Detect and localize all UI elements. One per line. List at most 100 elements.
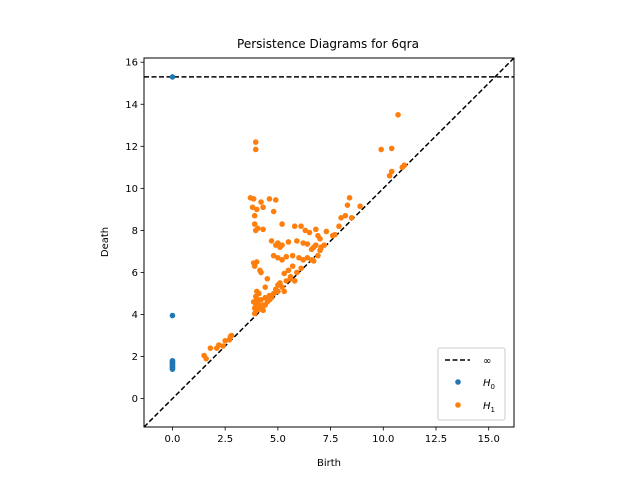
point-h1-40 [300,240,306,246]
point-h1-66 [294,269,300,276]
point-h1-64 [289,263,296,269]
point-h1-117 [216,342,222,348]
point-h1-4 [386,172,393,179]
point-h1-38 [277,244,283,251]
point-h1-53 [289,252,296,259]
legend-h1-label-main: H [483,401,491,412]
x-tick-label: 15.0 [478,434,500,445]
point-h1-76 [281,288,288,295]
point-h1-122 [228,332,235,339]
point-h1-68 [281,270,288,277]
point-h1-36 [285,239,292,245]
point-h1-108 [342,212,349,219]
legend-h1-label-sub: 1 [491,406,495,414]
point-h1-74 [277,280,283,286]
point-h1-104 [259,304,265,310]
point-h1-6 [401,162,408,169]
point-h1-62 [258,269,264,276]
point-h1-14 [249,204,256,211]
point-h1-21 [255,225,261,232]
y-tick-label: 12 [125,142,138,153]
point-h1-119 [222,337,228,344]
y-tick-label: 4 [132,310,138,321]
point-h1-52 [283,253,290,260]
point-h1-110 [348,214,355,221]
point-h1-27 [306,229,313,236]
point-h1-50 [275,254,281,261]
point-h1-51 [279,257,285,263]
point-h1-109 [338,214,344,221]
x-tick-label: 5.0 [270,434,286,445]
point-h1-55 [300,257,306,263]
point-h1-31 [323,228,330,235]
point-h1-7 [252,139,259,145]
point-h1-28 [313,226,319,233]
point-h1-87 [270,290,277,297]
point-h1-12 [266,196,273,202]
y-tick-label: 16 [125,58,138,69]
legend-box [437,347,506,421]
x-tick-label: 0.0 [165,434,181,445]
point-h1-26 [302,227,309,234]
point-h1-60 [253,259,260,265]
point-h1-105 [346,195,353,201]
y-axis: 0 2 4 6 8 10 12 14 16 [125,58,144,405]
y-tick-label: 2 [132,352,138,363]
point-h1-39 [294,238,300,244]
point-h1-118 [220,343,226,349]
y-tick-label: 8 [132,226,138,237]
point-h1-43 [313,242,319,248]
point-h1-114 [203,355,209,362]
point-h1-54 [296,254,302,261]
x-axis: 0.0 2.5 5.0 7.5 10.0 12.5 15.0 [165,427,500,445]
legend-h0-marker [455,379,461,385]
point-h1-25 [298,223,304,230]
y-tick-label: 0 [132,394,138,405]
point-h1-18 [270,208,277,215]
point-h1-111 [336,223,342,230]
point-h1-56 [304,254,311,261]
plot-frame [143,57,515,428]
legend-h1-marker [455,402,461,408]
legend-infinity-label: ∞ [483,356,491,367]
y-tick-label: 14 [125,100,138,111]
y-tick-label: 10 [125,184,138,195]
point-h0-0 [169,74,176,80]
point-h1-58 [310,258,317,264]
point-h1-30 [315,232,321,239]
y-tick-label: 6 [132,268,138,279]
point-h1-2 [388,145,395,152]
x-tick-label: 10.0 [372,434,394,445]
legend-h0-label: H0 [483,378,495,391]
point-h1-77 [279,284,285,290]
point-h1-70 [291,278,298,284]
legend-h0-label-main: H [483,378,491,389]
point-h1-71 [264,275,271,282]
point-h1-10 [250,196,257,202]
point-h1-78 [283,278,290,284]
point-h1-46 [321,242,328,248]
x-axis-label: Birth [317,458,341,469]
point-h1-44 [308,246,315,253]
point-h1-23 [279,221,285,227]
point-h1-88 [275,288,281,295]
legend-h1-label: H1 [483,401,495,414]
chart-title: Persistence Diagrams for 6qra [237,37,419,51]
point-h1-79 [287,275,294,282]
point-h1-67 [298,265,304,272]
point-h1-0 [395,111,401,118]
point-h1-112 [332,231,338,238]
point-h1-102 [251,310,258,317]
point-h1-47 [317,247,323,254]
x-tick-label: 7.5 [323,434,339,445]
point-h1-41 [304,241,311,247]
legend: ∞ H0 H1 [437,347,506,421]
point-h1-65 [285,267,292,274]
point-h1-13 [272,197,279,203]
point-h1-1 [378,146,384,153]
diagonal-line [144,58,514,427]
point-h0-1 [169,312,176,319]
point-h1-63 [251,263,258,269]
point-h0-10 [169,366,176,372]
